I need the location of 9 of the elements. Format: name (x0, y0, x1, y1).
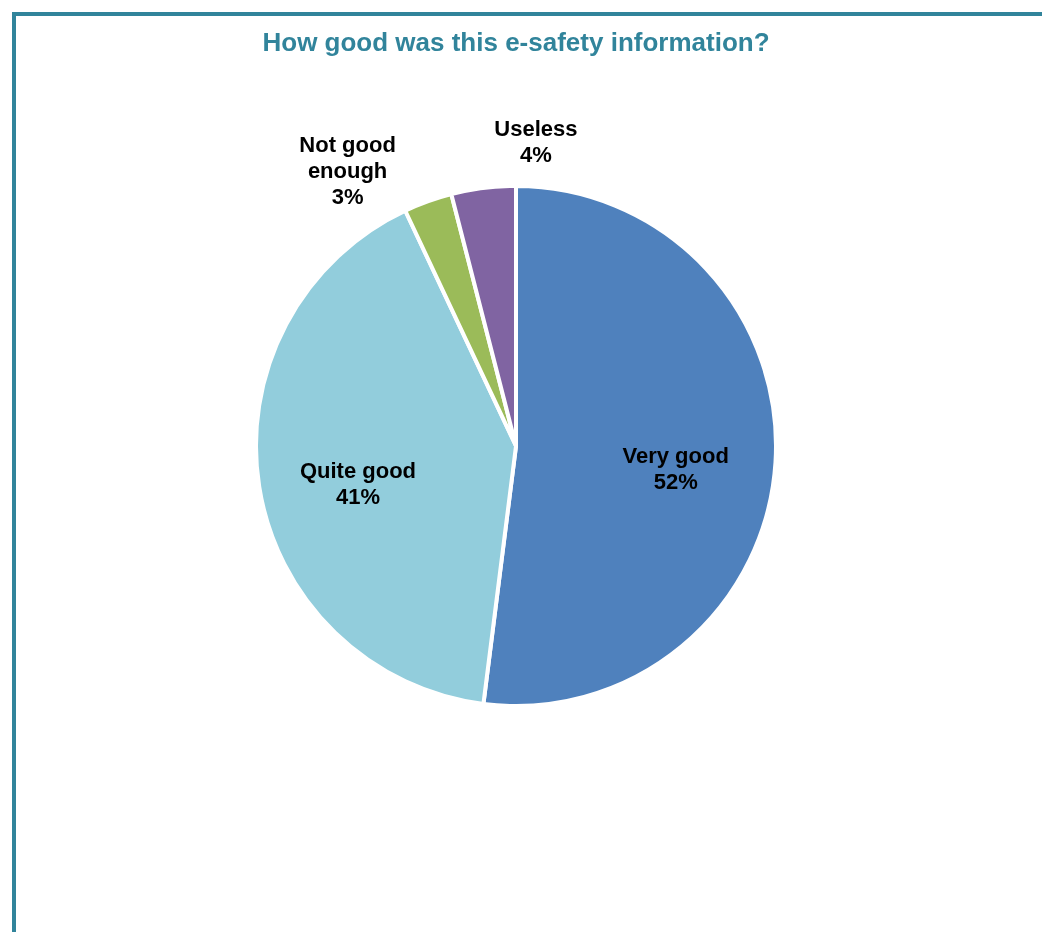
data-label: 52% (653, 469, 698, 495)
slice-label: Not good enough (299, 131, 396, 183)
data-label: 41% (335, 484, 380, 510)
slice-label: Very good (622, 443, 729, 469)
slice-label: Useless (494, 115, 578, 141)
chart-title: How good was this e-safety information? (262, 27, 770, 57)
slice-label: Quite good (299, 458, 417, 484)
data-label: 4% (519, 141, 552, 167)
data-label: 3% (331, 183, 364, 209)
